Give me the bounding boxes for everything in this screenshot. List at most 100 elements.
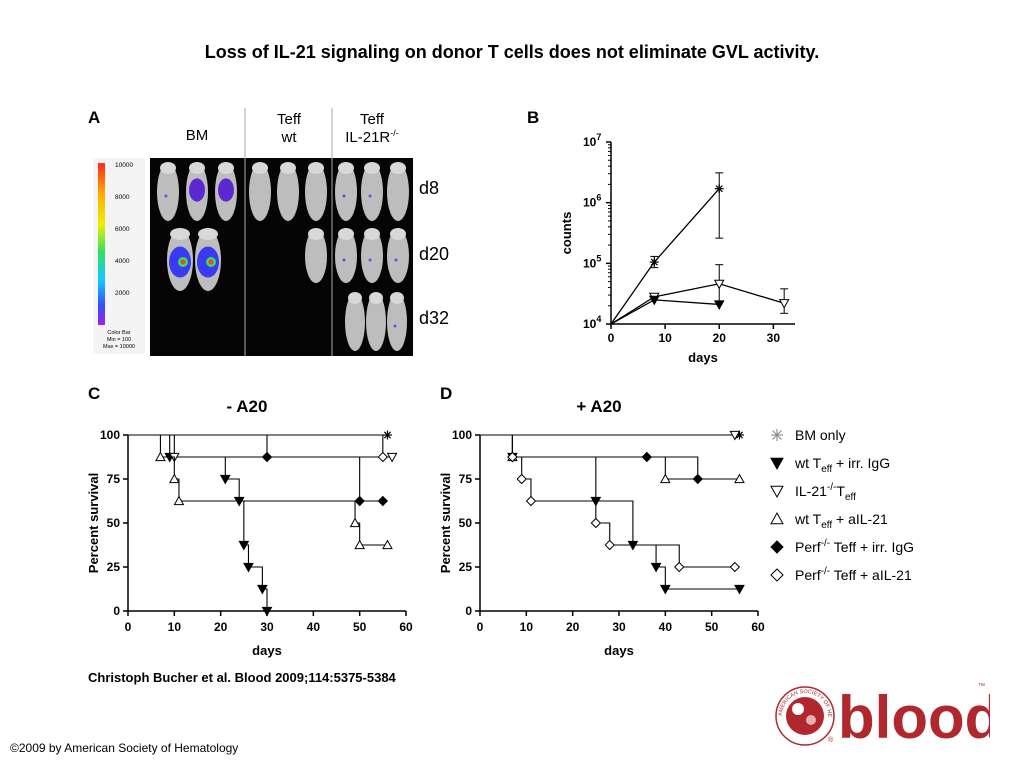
y-tick-label: 100 [452, 428, 472, 442]
colorbar-tick-label: 8000 [115, 194, 130, 201]
survival-legend: BM only wt Teff + irr. IgG IL-21-/-Teff wt … [770, 427, 914, 583]
x-tick-label: 0 [125, 620, 132, 634]
x-tick-label: 60 [751, 620, 765, 634]
survival-curve [128, 434, 384, 457]
censor-marker [590, 517, 602, 529]
censor-marker [168, 473, 180, 484]
mouse-image [195, 228, 221, 291]
series-line [610, 283, 785, 325]
legend-marker [770, 485, 784, 499]
x-tick-label: 30 [260, 620, 274, 634]
censor-marker [525, 495, 537, 507]
x-tick-label: 30 [612, 620, 626, 634]
imaging-row-label: d32 [419, 308, 450, 328]
series-tri-down-filled [480, 434, 745, 595]
series-diamond-open [480, 434, 741, 573]
data-point [714, 184, 724, 194]
imaging-row-label: d20 [419, 244, 450, 264]
censor-marker [377, 495, 389, 507]
y-axis-label: Percent survival [438, 473, 453, 573]
survival-curve [480, 434, 740, 590]
panel-b-chart: 0 10 20 30 104 105 106 107 days counts [559, 132, 795, 365]
legend-marker [770, 457, 784, 471]
censor-marker [692, 473, 703, 485]
mouse-image [277, 162, 299, 221]
censor-marker [243, 562, 254, 573]
y-tick-label: 0 [465, 604, 472, 618]
legend-marker [770, 540, 784, 554]
mouse-image [305, 162, 327, 221]
panel-b-series-asterisk [610, 172, 724, 325]
colorbar-tick-label: 10000 [115, 162, 133, 169]
x-tick-label: 20 [713, 331, 727, 345]
legend-item: Perf-/- Teff + aIL-21 [770, 566, 912, 583]
survival-curve [128, 434, 268, 611]
y-tick-label: 50 [459, 516, 473, 530]
mouse-image [305, 228, 327, 283]
y-tick-label: 106 [583, 193, 601, 210]
legend-label: Perf-/- Teff + aIL-21 [795, 566, 912, 583]
x-tick-label: 40 [307, 620, 321, 634]
censor-marker [354, 539, 366, 550]
legend-marker [770, 511, 784, 525]
censor-marker [354, 495, 365, 507]
censor-marker [155, 451, 166, 462]
censor-marker [386, 452, 398, 463]
colorbar-tick-label: 4000 [115, 258, 130, 265]
y-tick-label: 50 [107, 516, 121, 530]
censor-marker [734, 584, 745, 595]
survival-curve [128, 434, 388, 546]
y-tick-label: 104 [583, 314, 601, 331]
mouse-image [366, 292, 386, 351]
censor-marker [238, 540, 250, 551]
legend-label: wt Teff + aIL-21 [794, 511, 888, 531]
data-point [778, 299, 790, 309]
data-point [649, 257, 659, 267]
series-diamond-filled [480, 434, 735, 485]
y-tick-label: 0 [113, 604, 120, 618]
mouse-image [345, 292, 365, 351]
panel-d-chart: + A20 0 10 20 30 40 50 60 0 25 50 75 100 days Percent … [438, 397, 765, 658]
x-axis-label: days [688, 350, 718, 365]
series-diamond-open [128, 434, 389, 463]
imaging-row-label: d8 [419, 178, 440, 198]
panel-d-letter: D [440, 384, 453, 403]
censor-marker [349, 517, 361, 528]
panel-b-series-tri-down-open [610, 264, 790, 325]
series-tri-up-open [480, 434, 745, 484]
blood-logo: AMERICAN SOCIETY OF HEMATOLOGY blood ™ ® [770, 676, 990, 746]
censor-marker [659, 473, 671, 484]
y-tick-label: 105 [583, 253, 601, 270]
censor-marker [173, 495, 185, 506]
imaging-column-header: Teff [277, 111, 302, 128]
y-tick-label: 100 [100, 428, 120, 442]
legend-label: Perf-/- Teff + irr. IgG [795, 538, 914, 555]
x-tick-label: 10 [168, 620, 182, 634]
asterisk-marker [771, 429, 783, 441]
censor-marker [604, 539, 615, 551]
censor-marker [261, 606, 273, 617]
y-tick-label: 25 [107, 560, 121, 574]
logo-registered: ® [828, 736, 834, 744]
y-axis-label: Percent survival [86, 473, 101, 573]
x-axis-label: days [604, 643, 634, 658]
survival-curve [128, 434, 383, 502]
x-tick-label: 20 [214, 620, 228, 634]
legend-item: Perf-/- Teff + irr. IgG [770, 538, 914, 555]
legend-item: wt Teff + aIL-21 [770, 511, 888, 531]
imaging-column-header: BM [186, 127, 209, 144]
legend-item: BM only [771, 427, 846, 443]
censor-marker [659, 584, 671, 595]
copyright: ©2009 by American Society of Hematology [10, 741, 239, 755]
censor-marker [516, 473, 527, 485]
colorbar-caption: Min = 100 [107, 337, 131, 343]
legend-item: IL-21-/-Teff [770, 482, 856, 503]
mouse-image [335, 228, 357, 283]
y-tick-label: 75 [459, 472, 473, 486]
mouse-image [157, 162, 179, 221]
censor-marker [257, 584, 268, 595]
mouse-image [249, 162, 271, 221]
logo-wordmark: blood [838, 684, 990, 746]
